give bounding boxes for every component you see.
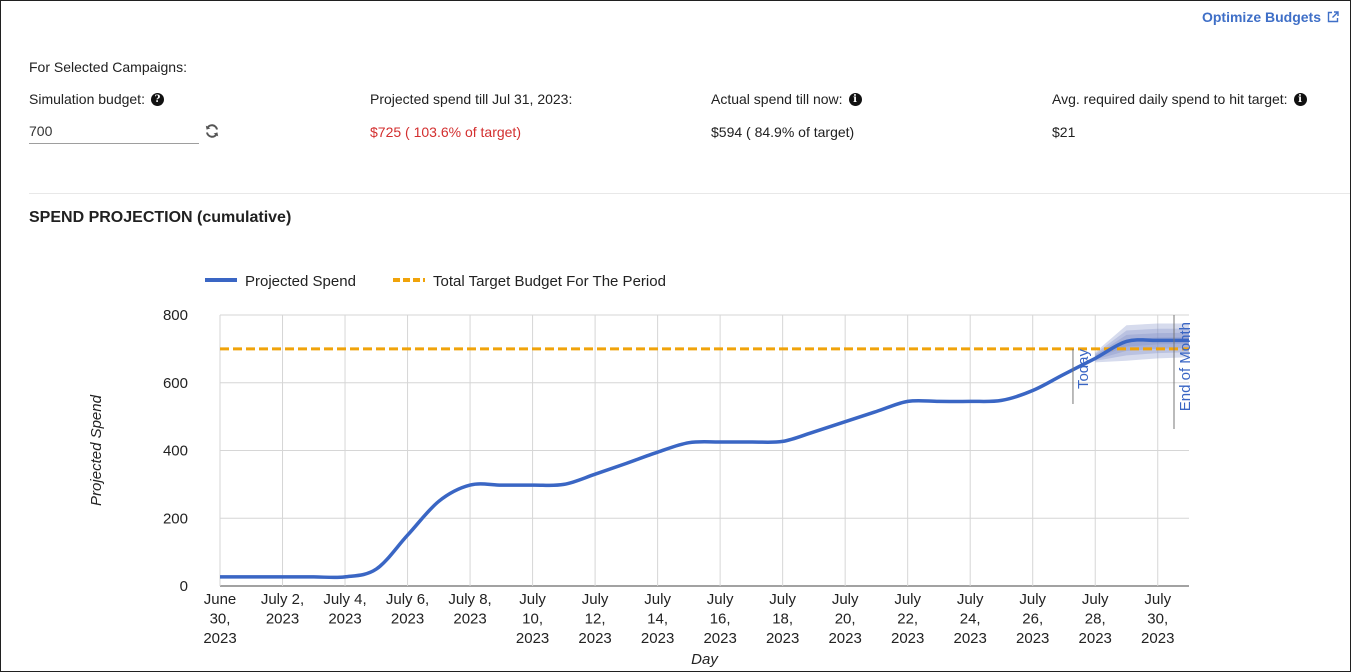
x-tick-label: 12, xyxy=(585,611,606,628)
x-tick-label: 2023 xyxy=(516,630,549,647)
x-tick-label: 2023 xyxy=(1016,630,1049,647)
x-tick-label: 24, xyxy=(960,611,981,628)
today-annotation: Today xyxy=(1075,349,1092,390)
x-tick-label: 2023 xyxy=(641,630,674,647)
x-tick-label: July xyxy=(644,591,671,608)
x-axis-title: Day xyxy=(691,651,719,668)
avg-required-label-group: Avg. required daily spend to hit target:… xyxy=(1052,91,1307,107)
uncertainty-band xyxy=(1095,337,1189,359)
optimize-budgets-link[interactable]: Optimize Budgets xyxy=(1202,9,1340,25)
avg-required-label: Avg. required daily spend to hit target: xyxy=(1052,91,1288,107)
x-tick-label: 2023 xyxy=(266,611,299,628)
y-tick-label: 800 xyxy=(163,307,188,324)
refresh-icon[interactable] xyxy=(204,123,220,139)
x-tick-label: 2023 xyxy=(703,630,736,647)
x-tick-label: 2023 xyxy=(954,630,987,647)
x-tick-label: July 2, xyxy=(261,591,304,608)
x-tick-label: 2023 xyxy=(578,630,611,647)
x-tick-label: 18, xyxy=(772,611,793,628)
x-tick-label: 30, xyxy=(1147,611,1168,628)
simulation-budget-label: Simulation budget: xyxy=(29,91,145,107)
x-tick-label: 2023 xyxy=(328,611,361,628)
x-tick-label: June xyxy=(204,591,237,608)
x-tick-label: July xyxy=(707,591,734,608)
info-icon[interactable]: i xyxy=(848,92,862,106)
optimize-budgets-label: Optimize Budgets xyxy=(1201,9,1321,25)
x-tick-label: July xyxy=(1082,591,1109,608)
actual-spend-label: Actual spend till now: xyxy=(711,91,843,107)
y-tick-label: 600 xyxy=(163,375,188,392)
projected-spend-line xyxy=(219,338,1190,580)
x-tick-label: 2023 xyxy=(203,630,236,647)
x-tick-label: 22, xyxy=(897,611,918,628)
x-tick-label: July xyxy=(1019,591,1046,608)
y-tick-label: 400 xyxy=(163,443,188,460)
x-tick-label: 16, xyxy=(710,611,731,628)
chart-title: SPEND PROJECTION (cumulative) xyxy=(29,209,292,226)
x-tick-label: July xyxy=(1144,591,1171,608)
y-axis-title: Projected Spend xyxy=(88,394,105,506)
spend-projection-chart: 0 200 400 600 800 June 30, 2023 July 2, 2023 July … xyxy=(88,273,1194,668)
x-tick-label: July 4, xyxy=(323,591,366,608)
y-tick-label: 200 xyxy=(163,510,188,527)
legend-label-target: Total Target Budget For The Period xyxy=(433,273,666,290)
x-tick-label: 2023 xyxy=(1141,630,1174,647)
x-tick-label: 2023 xyxy=(766,630,799,647)
end-of-month-annotation: End of Month xyxy=(1177,322,1194,411)
simulation-budget-label-group: Simulation budget: ? xyxy=(29,91,164,107)
x-tick-label: 10, xyxy=(522,611,543,628)
uncertainty-band xyxy=(1095,328,1189,361)
actual-spend-value: $594 ( 84.9% of target) xyxy=(711,124,855,140)
x-tick-label: July xyxy=(832,591,859,608)
divider xyxy=(29,193,1350,194)
x-tick-label: 2023 xyxy=(391,611,424,628)
x-tick-label: July 6, xyxy=(386,591,429,608)
legend-label-projected: Projected Spend xyxy=(245,273,356,290)
x-tick-label: July xyxy=(582,591,609,608)
actual-spend-label-group: Actual spend till now: i xyxy=(711,91,862,107)
x-tick-label: 30, xyxy=(210,611,231,628)
projected-spend-value: $725 ( 103.6% of target) xyxy=(370,124,521,140)
x-tick-label: 26, xyxy=(1022,611,1043,628)
x-tick-label: July xyxy=(894,591,921,608)
avg-required-value: $21 xyxy=(1052,124,1076,140)
x-tick-label: 2023 xyxy=(1079,630,1112,647)
x-tick-label: 2023 xyxy=(453,611,486,628)
x-tick-label: 14, xyxy=(647,611,668,628)
uncertainty-band xyxy=(1095,323,1189,363)
selected-campaigns-label: For Selected Campaigns: xyxy=(29,59,187,75)
x-tick-label: July 8, xyxy=(448,591,491,608)
x-tick-label: July xyxy=(769,591,796,608)
x-tick-label: 28, xyxy=(1085,611,1106,628)
simulation-budget-input[interactable] xyxy=(29,119,199,144)
x-tick-label: 2023 xyxy=(828,630,861,647)
help-icon[interactable]: ? xyxy=(150,92,164,106)
x-tick-label: 2023 xyxy=(891,630,924,647)
projected-spend-label: Projected spend till Jul 31, 2023: xyxy=(370,91,573,107)
external-link-icon xyxy=(1327,11,1339,23)
info-icon[interactable]: i xyxy=(1293,92,1307,106)
x-tick-label: July xyxy=(957,591,984,608)
x-tick-label: 20, xyxy=(835,611,856,628)
y-tick-label: 0 xyxy=(180,578,188,595)
x-tick-label: July xyxy=(519,591,546,608)
